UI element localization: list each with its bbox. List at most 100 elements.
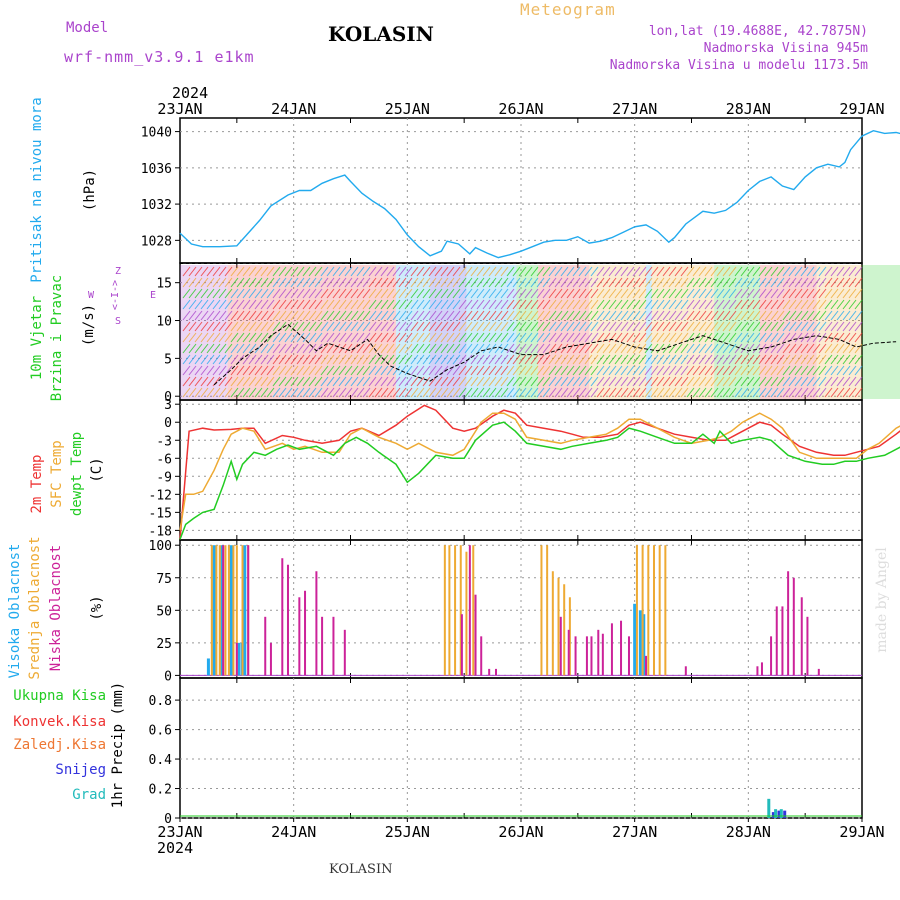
wind-barb <box>470 277 479 288</box>
wind-barb <box>848 365 857 376</box>
wind-barb <box>626 277 635 288</box>
wind-barb <box>350 321 359 332</box>
wind-barb <box>266 277 275 288</box>
wind-barb <box>338 321 347 332</box>
wind-barb <box>506 343 515 354</box>
wind-barb <box>518 332 527 343</box>
wind-barb <box>386 354 395 365</box>
wind-barb <box>770 277 779 288</box>
wind-barb <box>236 310 245 321</box>
cloud-bar <box>454 545 457 676</box>
wind-barb <box>728 332 737 343</box>
wind-barb <box>752 321 761 332</box>
wind-barb <box>512 299 521 310</box>
wind-barb <box>356 387 365 398</box>
wind-barb <box>200 277 209 288</box>
wind-barb <box>206 266 215 277</box>
wind-barb <box>842 266 851 277</box>
wind-barb <box>728 310 737 321</box>
wind-barb <box>398 354 407 365</box>
wind-barb <box>734 266 743 277</box>
wind-barb <box>680 288 689 299</box>
wind-barb <box>668 332 677 343</box>
wind-barb <box>734 376 743 387</box>
wind-barb <box>458 310 467 321</box>
cloud-bar <box>286 564 289 676</box>
wind-barb <box>398 387 407 398</box>
wind-barb <box>710 288 719 299</box>
wind-barb <box>824 277 833 288</box>
wind-barb <box>278 376 287 387</box>
wind-barb <box>476 365 485 376</box>
wind-barb <box>596 266 605 277</box>
wind-barb <box>812 321 821 332</box>
wind-barb <box>230 266 239 277</box>
wind-barb <box>266 310 275 321</box>
wind-barb <box>206 299 215 310</box>
wind-barb <box>386 387 395 398</box>
wind-barb <box>560 299 569 310</box>
wind-barb <box>434 365 443 376</box>
wind-barb <box>524 365 533 376</box>
wind-barb <box>620 266 629 277</box>
wind-barb <box>716 332 725 343</box>
wind-barb <box>548 288 557 299</box>
wind-barb <box>836 365 845 376</box>
wind-barb <box>410 288 419 299</box>
wind-barb <box>314 277 323 288</box>
wind-barb <box>470 365 479 376</box>
wind-barb <box>608 299 617 310</box>
wind-barb <box>500 387 509 398</box>
wind-barb <box>722 299 731 310</box>
wind-barb <box>728 343 737 354</box>
wind-barb <box>710 343 719 354</box>
temperature-line <box>179 404 900 540</box>
wind-barb <box>800 365 809 376</box>
wind-barb <box>506 365 515 376</box>
wind-barb <box>818 310 827 321</box>
wind-barb <box>656 277 665 288</box>
wind-barb <box>542 277 551 288</box>
wind-barb <box>452 354 461 365</box>
wind-barb <box>764 343 773 354</box>
wind-barb <box>524 354 533 365</box>
wind-barb <box>704 266 713 277</box>
wind-barb <box>368 321 377 332</box>
cloud-bar <box>269 642 272 676</box>
wind-barb <box>812 354 821 365</box>
wind-barb <box>356 288 365 299</box>
wind-barb <box>212 354 221 365</box>
wind-barb <box>674 266 683 277</box>
wind-barb <box>824 288 833 299</box>
wind-barb <box>266 387 275 398</box>
wind-barb <box>386 288 395 299</box>
wind-barb <box>500 288 509 299</box>
cloud-bar <box>243 545 247 676</box>
wind-barb <box>428 387 437 398</box>
wind-barb <box>422 288 431 299</box>
wind-barb <box>524 321 533 332</box>
wind-barb <box>440 321 449 332</box>
wind-barb <box>680 321 689 332</box>
wind-barb <box>620 288 629 299</box>
wind-barb <box>584 277 593 288</box>
wind-barb <box>476 376 485 387</box>
wind-barb <box>488 376 497 387</box>
wind-barb <box>758 332 767 343</box>
cloud-bar <box>817 668 820 676</box>
wind-barb <box>218 365 227 376</box>
wind-barb <box>560 387 569 398</box>
wind-barb <box>344 266 353 277</box>
wind-barb <box>278 288 287 299</box>
wind-barb <box>290 354 299 365</box>
y-tick-label: 1036 <box>141 162 172 177</box>
wind-barb <box>308 277 317 288</box>
wind-barb <box>662 288 671 299</box>
wind-barb <box>254 310 263 321</box>
wind-barb <box>740 332 749 343</box>
wind-barb <box>200 310 209 321</box>
wind-barb <box>392 332 401 343</box>
wind-barb <box>320 365 329 376</box>
wind-barb <box>776 277 785 288</box>
wind-barb <box>620 376 629 387</box>
